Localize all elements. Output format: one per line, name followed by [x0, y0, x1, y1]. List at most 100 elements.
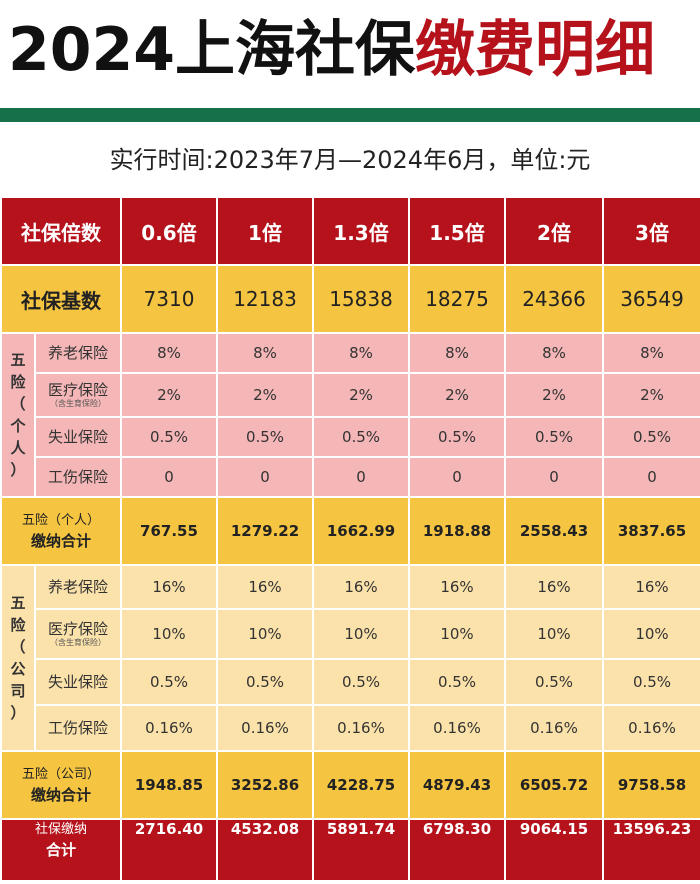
company-row: 工伤保险 0.16% 0.16% 0.16% 0.16% 0.16% 0.16%: [1, 704, 700, 752]
personal-rate-cell: 0: [312, 456, 410, 498]
base-value-cell: 24366: [504, 264, 604, 334]
base-value-cell: 15838: [312, 264, 410, 334]
total-row: 社保缴纳 合计 2716.40 4532.08 5891.74 6798.30 9064.1…: [0, 818, 700, 882]
company-rate-cell: 10%: [408, 608, 506, 660]
personal-sum-cell: 1279.22: [216, 496, 314, 566]
personal-row: 工伤保险 0 0 0 0 0 0: [1, 456, 700, 498]
company-sum-cell: 6505.72: [504, 750, 604, 820]
base-row: 社保基数 7310 12183 15838 18275 24366 36549: [0, 264, 700, 334]
personal-group-char: （: [10, 395, 26, 413]
multiplier-cell: 1.3倍: [312, 196, 410, 266]
personal-rate-cell: 2%: [602, 372, 700, 418]
company-row: 五险（公司）养老保险 16% 16% 16% 16% 16% 16%: [0, 564, 700, 752]
personal-sum-cell: 767.55: [120, 496, 218, 566]
personal-rate-cell: 2%: [408, 372, 506, 418]
personal-item-label: 失业保险: [34, 416, 122, 458]
company-rate-cell: 0.16%: [216, 704, 314, 752]
personal-item-name: 工伤保险: [47, 467, 108, 486]
header-label: 社保倍数: [0, 196, 122, 266]
personal-sum-label-2: 缴纳合计: [30, 532, 91, 550]
company-rate-cell: 0.16%: [504, 704, 604, 752]
title-divider: [0, 108, 700, 122]
total-label: 社保缴纳 合计: [0, 818, 122, 882]
company-rate-cell: 16%: [602, 564, 700, 610]
company-group-char: 五: [10, 594, 26, 612]
company-rate-cell: 10%: [504, 608, 604, 660]
personal-row: 医疗保险 （含生育保险） 2% 2% 2% 2% 2% 2%: [1, 372, 700, 418]
personal-rate-cell: 2%: [504, 372, 604, 418]
company-rate-cell: 16%: [216, 564, 314, 610]
personal-rate-cell: 0.5%: [602, 416, 700, 458]
personal-group-char: ）: [10, 461, 26, 479]
personal-rate-cell: 2%: [216, 372, 314, 418]
personal-rate-cell: 0.5%: [120, 416, 218, 458]
company-item-name: 工伤保险: [47, 718, 108, 737]
company-sum-cell: 1948.85: [120, 750, 218, 820]
personal-group-label: 五险 （ 个人 ）: [0, 332, 36, 498]
personal-sum-row: 五险（个人） 缴纳合计 767.55 1279.22 1662.99 1918.88 255…: [0, 496, 700, 566]
personal-item-label: 工伤保险: [34, 456, 122, 498]
company-item-note: （含生育保险）: [50, 638, 106, 647]
personal-rate-cell: 0: [120, 456, 218, 498]
company-item-name: 养老保险: [47, 577, 108, 596]
multiplier-cell: 1倍: [216, 196, 314, 266]
personal-row: 五险（个人）养老保险 8% 8% 8% 8% 8% 8%: [0, 332, 700, 498]
company-sum-cell: 3252.86: [216, 750, 314, 820]
personal-group-char: 险: [10, 373, 26, 391]
total-value-cell: 6798.30: [408, 818, 506, 882]
subtitle: 实行时间:2023年7月—2024年6月，单位:元: [109, 146, 591, 174]
total-label-2: 合计: [45, 841, 76, 859]
company-group-char: ）: [10, 704, 26, 722]
company-item-name: 医疗保险: [47, 620, 108, 638]
company-sum-row: 五险（公司） 缴纳合计 1948.85 3252.86 4228.75 4879.43 65…: [0, 750, 700, 820]
personal-rate-cell: 2%: [312, 372, 410, 418]
company-rate-cell: 16%: [120, 564, 218, 610]
personal-sum-cell: 1662.99: [312, 496, 410, 566]
personal-item-name: 养老保险: [47, 343, 108, 362]
personal-rate-cell: 0: [216, 456, 314, 498]
personal-rate-cell: 0.5%: [504, 416, 604, 458]
company-rate-cell: 0.5%: [216, 658, 314, 706]
company-rate-cell: 0.5%: [602, 658, 700, 706]
personal-rate-cell: 0.5%: [216, 416, 314, 458]
company-sum-label-1: 五险（公司）: [21, 767, 100, 782]
base-value-cell: 36549: [602, 264, 700, 334]
company-rate-cell: 16%: [312, 564, 410, 610]
company-group-char: 险: [10, 616, 26, 634]
company-rate-cell: 16%: [408, 564, 506, 610]
company-rate-cell: 0.16%: [120, 704, 218, 752]
personal-rate-cell: 0.5%: [312, 416, 410, 458]
multiplier-cell: 1.5倍: [408, 196, 506, 266]
base-value-cell: 7310: [120, 264, 218, 334]
personal-group-char: 个: [10, 417, 26, 435]
personal-item-note: （含生育保险）: [50, 399, 106, 408]
base-label: 社保基数: [0, 264, 122, 334]
company-group-char: 司: [10, 682, 26, 700]
company-item-label: 养老保险: [34, 564, 122, 610]
company-rate-cell: 0.5%: [408, 658, 506, 706]
company-row: 失业保险 0.5% 0.5% 0.5% 0.5% 0.5% 0.5%: [1, 658, 700, 706]
company-rate-cell: 10%: [602, 608, 700, 660]
total-label-1: 社保缴纳: [34, 822, 87, 837]
personal-rate-cell: 8%: [408, 332, 506, 374]
personal-rate-cell: 8%: [504, 332, 604, 374]
personal-rate-cell: 0: [602, 456, 700, 498]
title-part-1: 2024上海社保: [8, 15, 415, 85]
company-sum-cell: 9758.58: [602, 750, 700, 820]
personal-sum-cell: 3837.65: [602, 496, 700, 566]
total-value-cell: 5891.74: [312, 818, 410, 882]
personal-row: 失业保险 0.5% 0.5% 0.5% 0.5% 0.5% 0.5%: [1, 416, 700, 458]
personal-group-char: 五: [10, 351, 26, 369]
personal-rate-cell: 0: [504, 456, 604, 498]
company-row: 医疗保险 （含生育保险） 10% 10% 10% 10% 10% 10%: [1, 608, 700, 660]
personal-rate-cell: 2%: [120, 372, 218, 418]
header-row: 社保倍数 0.6倍 1倍 1.3倍 1.5倍 2倍 3倍: [0, 196, 700, 266]
multiplier-cell: 3倍: [602, 196, 700, 266]
personal-rate-cell: 8%: [312, 332, 410, 374]
personal-rate-cell: 8%: [216, 332, 314, 374]
company-item-label: 医疗保险 （含生育保险）: [34, 608, 122, 660]
personal-item-label: 医疗保险 （含生育保险）: [34, 372, 122, 418]
personal-item-label: 养老保险: [34, 332, 122, 374]
page-title: 2024上海社保缴费明细: [0, 0, 700, 100]
personal-item-name: 失业保险: [47, 427, 108, 446]
